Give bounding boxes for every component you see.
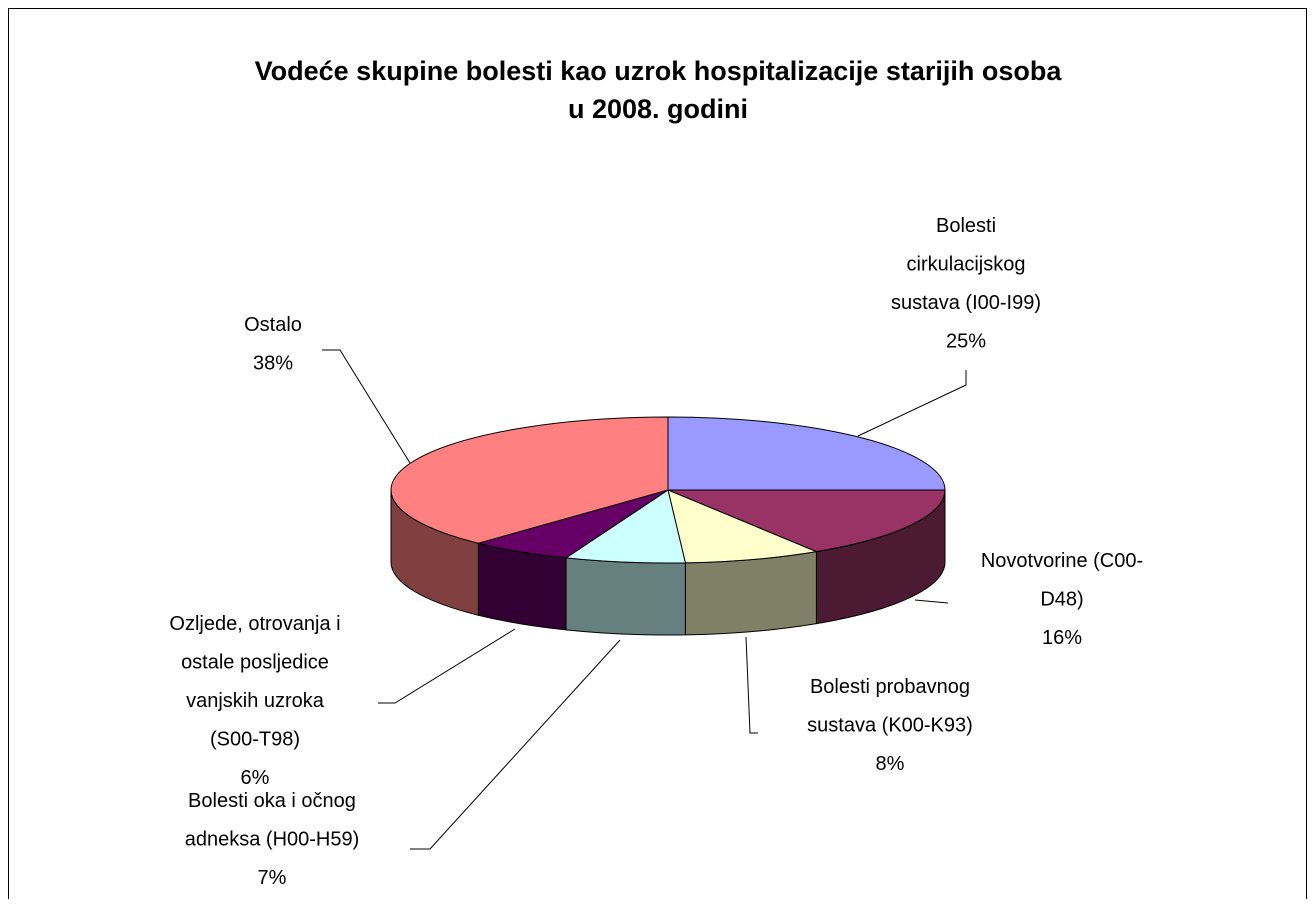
slice-value-label: 38%	[253, 353, 293, 375]
slice-label: Ostalo	[244, 314, 302, 336]
slice	[564, 489, 687, 564]
leader-line	[378, 628, 516, 704]
slice-label: Ozljede, otrovanja i ostale posljedice van…	[169, 613, 340, 751]
slice	[667, 489, 946, 553]
slice-value-label: 25%	[946, 331, 986, 353]
leader-line	[914, 599, 949, 604]
leader-line	[410, 639, 621, 850]
slice-value-label: 16%	[1042, 627, 1082, 649]
leader-line	[745, 636, 758, 734]
slice	[667, 489, 819, 564]
slice-side	[684, 551, 817, 636]
slice-side	[565, 557, 686, 636]
slice-value-label: 7%	[258, 867, 287, 889]
slice	[390, 416, 669, 544]
chart-title: Vodeće skupine bolesti kao uzrok hospita…	[255, 56, 1063, 124]
slice-value-label: 8%	[876, 753, 905, 775]
leader-line	[322, 349, 411, 464]
slice-label: Bolesti cirkulacijskog sustava (I00-I99)	[891, 215, 1041, 314]
slice	[667, 416, 946, 491]
leader-line	[857, 370, 967, 437]
slice-label: Bolesti probavnog sustava (K00-K93)	[807, 676, 973, 737]
slice-label: Bolesti oka i očnog adneksa (H00-H59)	[185, 790, 360, 851]
slice-label: Novotvorine (C00-D48)	[981, 550, 1143, 611]
slice-value-label: 6%	[241, 767, 270, 789]
